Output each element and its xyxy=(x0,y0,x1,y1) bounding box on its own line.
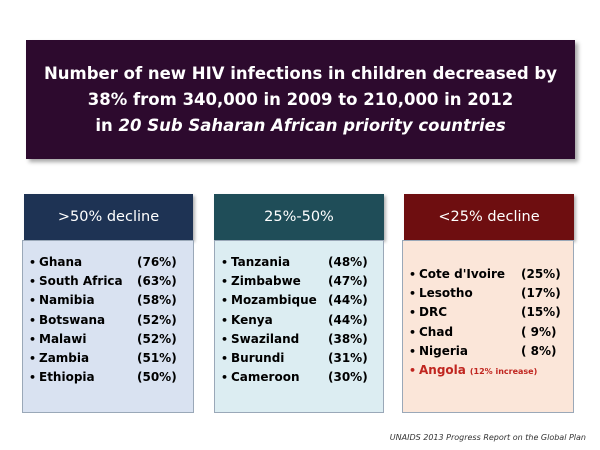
list-item: • Ethiopia (50%) xyxy=(29,370,193,389)
percent-change: (17%) xyxy=(521,286,561,301)
country-list-25-50: • Tanzania (48%) • Zimbabwe (47%) • Mozambique(… xyxy=(221,255,383,389)
percent-change: (30%) xyxy=(328,370,368,385)
bullet-icon: • xyxy=(221,256,229,269)
percent-change: (52%) xyxy=(137,331,177,346)
title-banner: Number of new HIV infections in children… xyxy=(26,40,575,159)
percent-change: (44%) xyxy=(328,312,368,327)
bullet-icon: • xyxy=(409,287,417,301)
bullet-icon: • xyxy=(221,351,229,365)
bullet-icon: • xyxy=(409,268,417,281)
list-item: • Lesotho (17%) xyxy=(409,286,573,305)
percent-change: ( 9%) xyxy=(521,324,557,339)
heading-over-50-decline: >50% decline xyxy=(24,194,193,240)
list-item: • Chad ( 9%) xyxy=(409,325,573,344)
country-name: Burundi xyxy=(231,350,285,365)
percent-change: (58%) xyxy=(137,293,177,308)
percent-change: (50%) xyxy=(137,370,177,385)
percent-change: (47%) xyxy=(328,274,368,289)
country-name: Ethiopia xyxy=(39,370,95,385)
list-item: • Mozambique (44%) xyxy=(221,293,383,312)
bullet-icon: • xyxy=(409,344,417,358)
bullet-icon: • xyxy=(221,294,229,308)
heading-under-25-decline: <25% decline xyxy=(404,194,574,240)
list-item: • Zambia (51%) xyxy=(29,351,193,370)
country-list-under-25: • Cote d'Ivoire (25%) • Lesotho (17%) • DRC (15%… xyxy=(409,267,573,382)
percent-change: (48%) xyxy=(328,255,368,269)
list-item: • Nigeria ( 8%) xyxy=(409,344,573,363)
percent-change: (25%) xyxy=(521,267,561,281)
bullet-icon: • xyxy=(221,313,229,327)
bullet-icon: • xyxy=(221,371,229,385)
list-item-highlight: • Angola (12% increase) xyxy=(409,363,573,382)
country-name: Zimbabwe xyxy=(231,274,301,289)
title-line-2: 38% from 340,000 in 2009 to 210,000 in 2… xyxy=(87,89,514,109)
list-item: • Burundi (31%) xyxy=(221,351,383,370)
country-name: Ghana xyxy=(39,255,83,269)
bullet-icon: • xyxy=(409,325,417,339)
country-name: Malawi xyxy=(39,331,87,346)
bullet-icon: • xyxy=(29,332,37,346)
country-name: Tanzania xyxy=(231,255,291,269)
list-item: • South Africa (63%) xyxy=(29,274,193,293)
country-name: Cote d'Ivoire xyxy=(419,267,506,281)
bullet-icon: • xyxy=(29,351,37,365)
country-name: Cameroon xyxy=(231,370,300,385)
bullet-icon: • xyxy=(409,306,417,320)
list-item: • Malawi (52%) xyxy=(29,332,193,351)
bullet-icon: • xyxy=(221,332,229,346)
title-line-3: in 20 Sub Saharan African priority count… xyxy=(95,113,505,139)
country-list-over-50: • Ghana (76%) • South Africa (63%) • Namibia (58… xyxy=(29,255,193,389)
country-name: DRC xyxy=(419,305,448,320)
country-name: Lesotho xyxy=(419,286,473,301)
country-name: South Africa xyxy=(39,274,123,289)
list-item: • Cote d'Ivoire (25%) xyxy=(409,267,573,286)
country-name: Kenya xyxy=(231,312,273,327)
percent-change: (15%) xyxy=(521,305,561,320)
title-line-1: Number of new HIV infections in children… xyxy=(43,63,557,83)
list-item: • DRC (15%) xyxy=(409,305,573,324)
list-item: • Botswana (52%) xyxy=(29,313,193,332)
list-item: • Cameroon (30%) xyxy=(221,370,383,389)
list-item: • Tanzania (48%) xyxy=(221,255,383,274)
country-name: Zambia xyxy=(39,350,90,365)
list-box-over-50-decline: • Ghana (76%) • South Africa (63%) • Namibia (58… xyxy=(22,240,194,413)
title-line-3-italic: 20 Sub Saharan African priority countrie… xyxy=(118,115,506,135)
heading-25-50-decline: 25%-50% xyxy=(214,194,384,240)
list-item: • Ghana (76%) xyxy=(29,255,193,274)
percent-change: (76%) xyxy=(137,255,177,269)
list-item: • Kenya (44%) xyxy=(221,313,383,332)
title-line-3-prefix: in xyxy=(95,115,113,135)
percent-change: (52%) xyxy=(137,312,177,327)
list-item: • Zimbabwe (47%) xyxy=(221,274,383,293)
increase-note: (12% increase) xyxy=(469,366,538,376)
percent-change: ( 8%) xyxy=(521,343,557,358)
country-name: Botswana xyxy=(39,312,106,327)
percent-change: (31%) xyxy=(328,350,368,365)
bullet-icon: • xyxy=(29,313,37,327)
bullet-icon: • xyxy=(29,256,37,269)
country-name: Mozambique xyxy=(231,293,317,308)
country-name: Angola xyxy=(419,362,466,377)
bullet-icon: • xyxy=(29,294,37,308)
bullet-icon: • xyxy=(221,275,229,289)
list-box-25-50-decline: • Tanzania (48%) • Zimbabwe (47%) • Mozambique(… xyxy=(214,240,384,413)
percent-change: (51%) xyxy=(137,350,177,365)
source-caption: UNAIDS 2013 Progress Report on the Globa… xyxy=(389,433,586,442)
list-item: • Swaziland (38%) xyxy=(221,332,383,351)
percent-change: (44%) xyxy=(328,293,368,308)
percent-change: (38%) xyxy=(328,331,368,346)
list-item: • Namibia (58%) xyxy=(29,293,193,312)
bullet-icon: • xyxy=(409,363,417,377)
country-name: Namibia xyxy=(39,293,95,308)
percent-change: (63%) xyxy=(137,274,177,289)
country-name: Swaziland xyxy=(231,331,300,346)
country-name: Chad xyxy=(419,324,454,339)
list-box-under-25-decline: • Cote d'Ivoire (25%) • Lesotho (17%) • DRC (15%… xyxy=(402,240,574,413)
country-name: Nigeria xyxy=(419,343,469,358)
bullet-icon: • xyxy=(29,275,37,289)
bullet-icon: • xyxy=(29,371,37,385)
